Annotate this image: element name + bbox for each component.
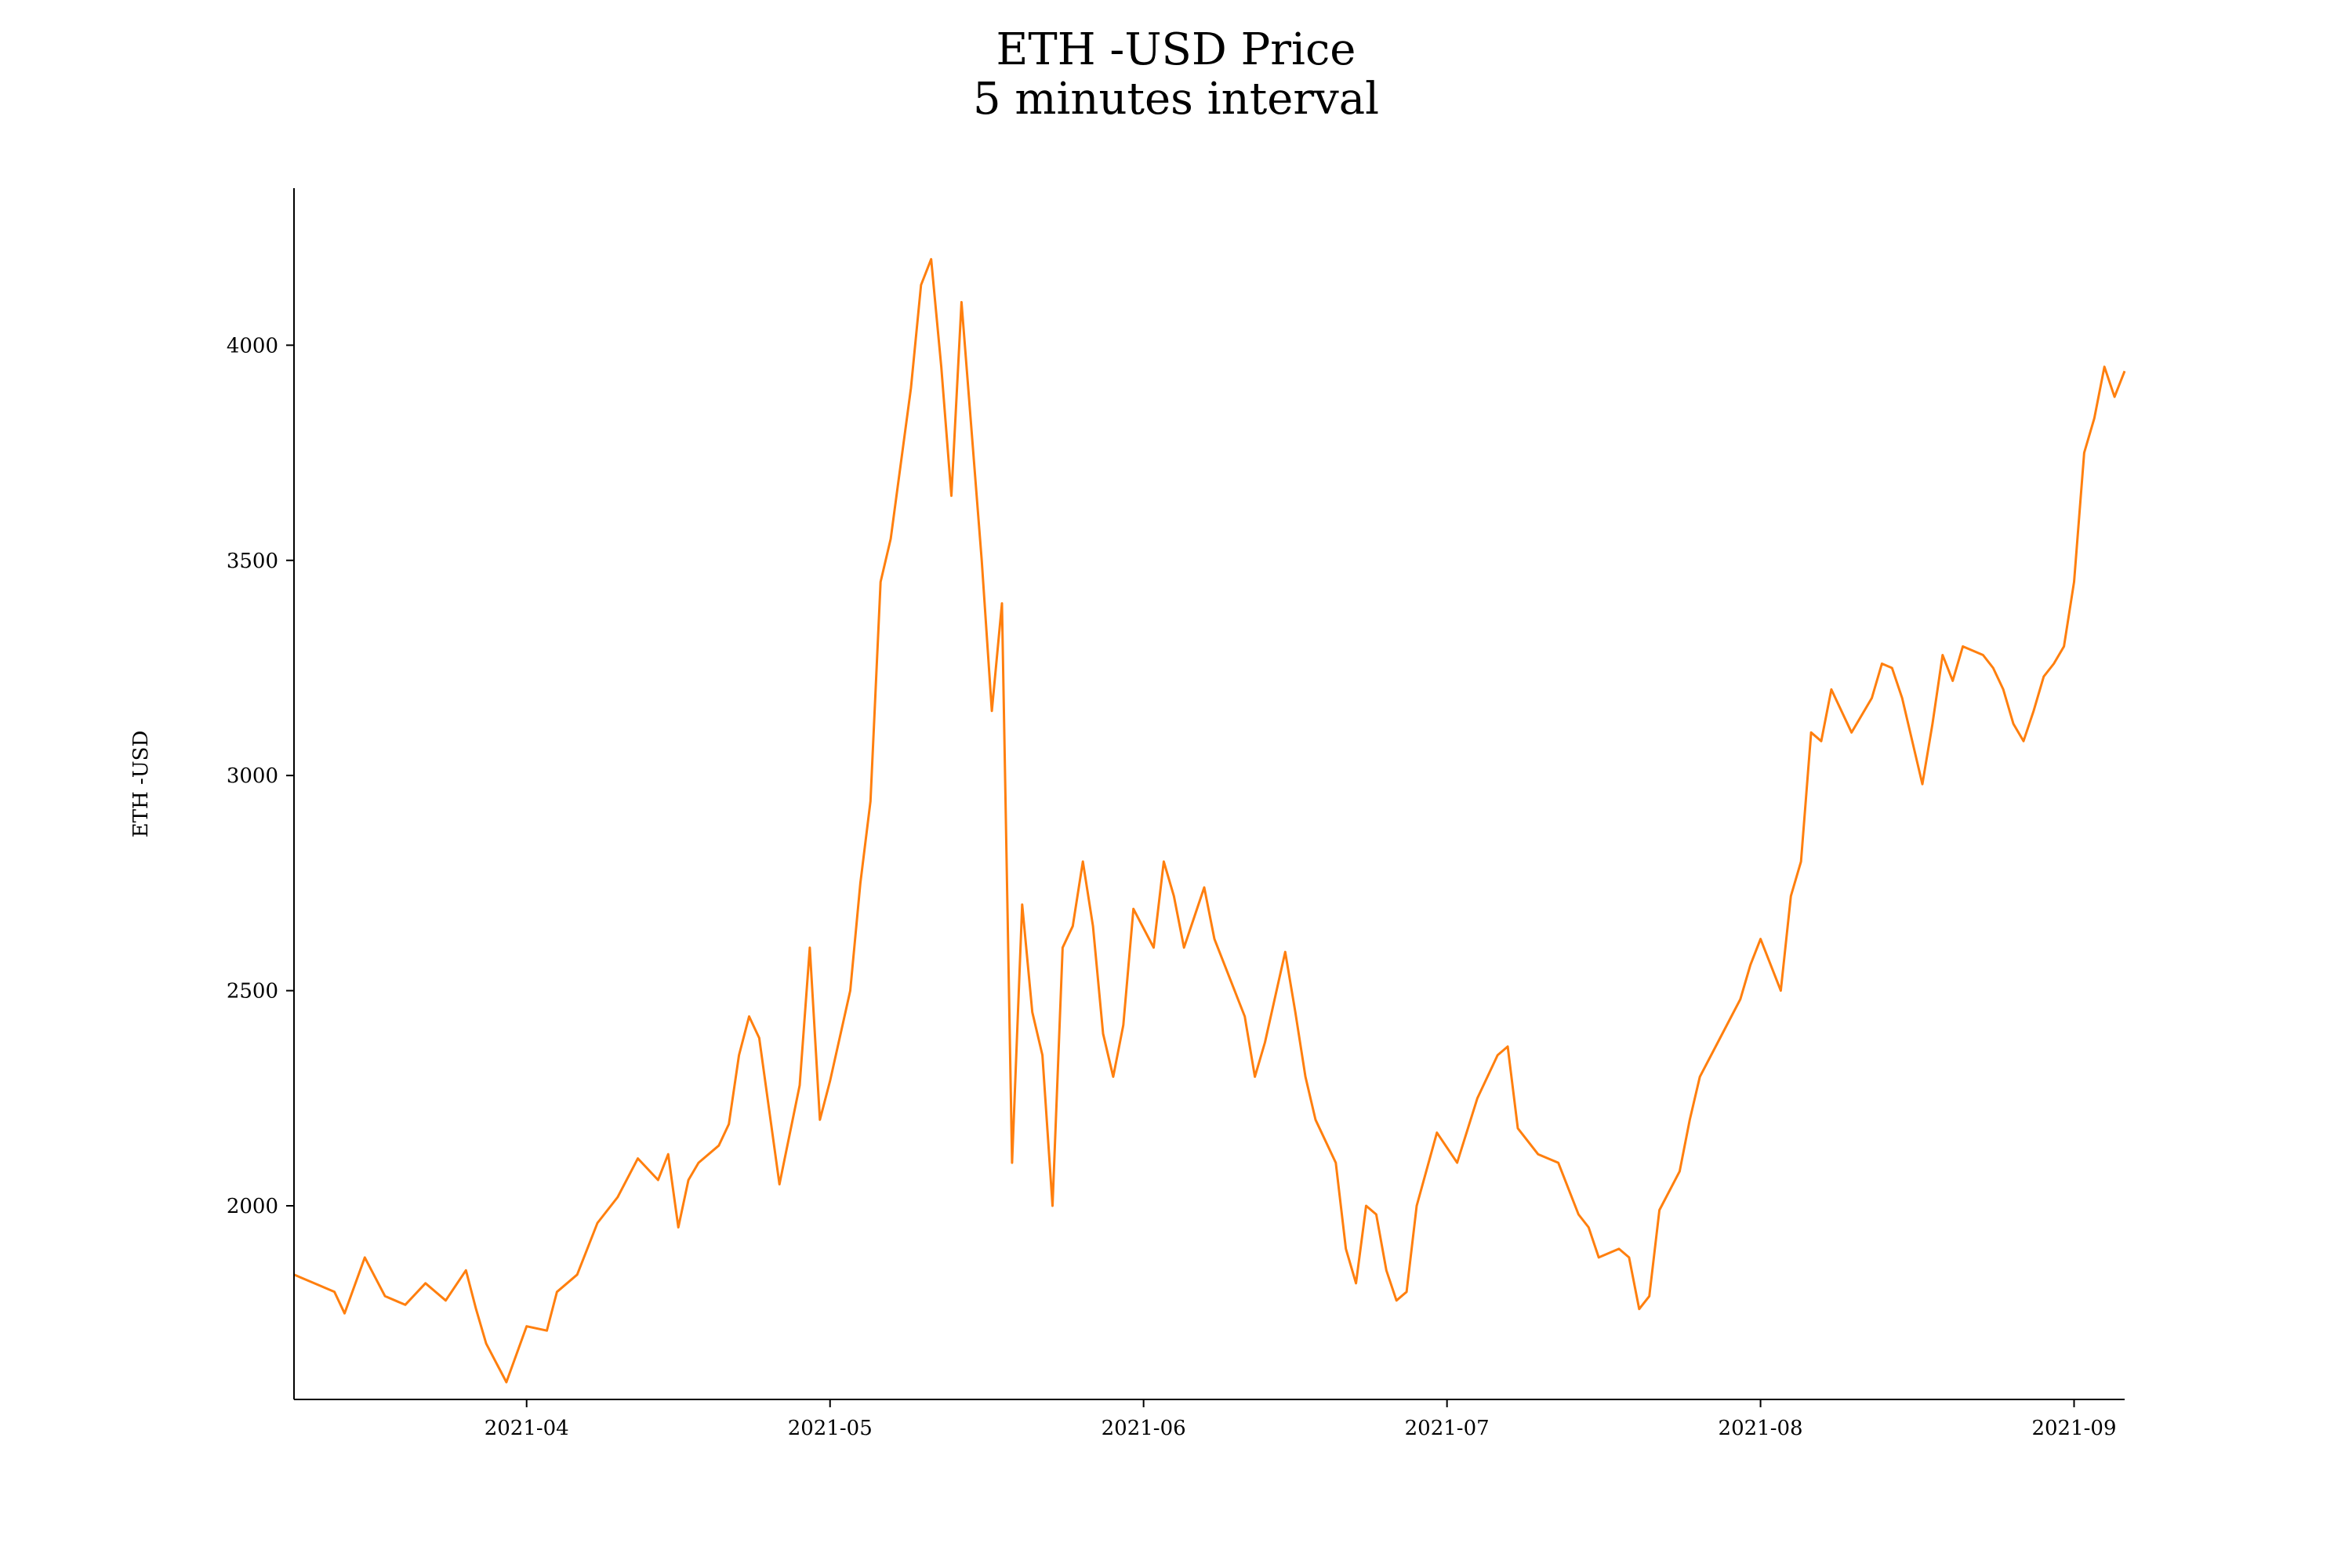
chart-subtitle: 5 minutes interval [973,74,1379,125]
x-tick-label: 2021-09 [2031,1417,2116,1440]
plot-area [293,258,2126,1384]
y-tick-label: 3000 [227,764,278,788]
x-tick-label: 2021-07 [1405,1417,1490,1440]
y-tick-label: 3500 [227,550,278,573]
y-tick-label: 2500 [227,980,278,1004]
y-tick-label: 4000 [227,334,278,358]
y-tick-label: 2000 [227,1195,278,1218]
y-axis-label: ETH -USD [129,731,153,838]
price-series-line [293,258,2126,1384]
x-axis-ticks: 2021-04 2021-05 2021-06 2021-07 2021-08 2021-… [485,1399,2117,1440]
chart-title: ETH -USD Price [996,24,1356,75]
y-axis-ticks: 2000 2500 3000 3500 4000 [227,334,294,1218]
x-tick-label: 2021-05 [788,1417,873,1440]
x-tick-label: 2021-06 [1102,1417,1186,1440]
x-tick-label: 2021-08 [1719,1417,1803,1440]
x-tick-label: 2021-04 [485,1417,569,1440]
